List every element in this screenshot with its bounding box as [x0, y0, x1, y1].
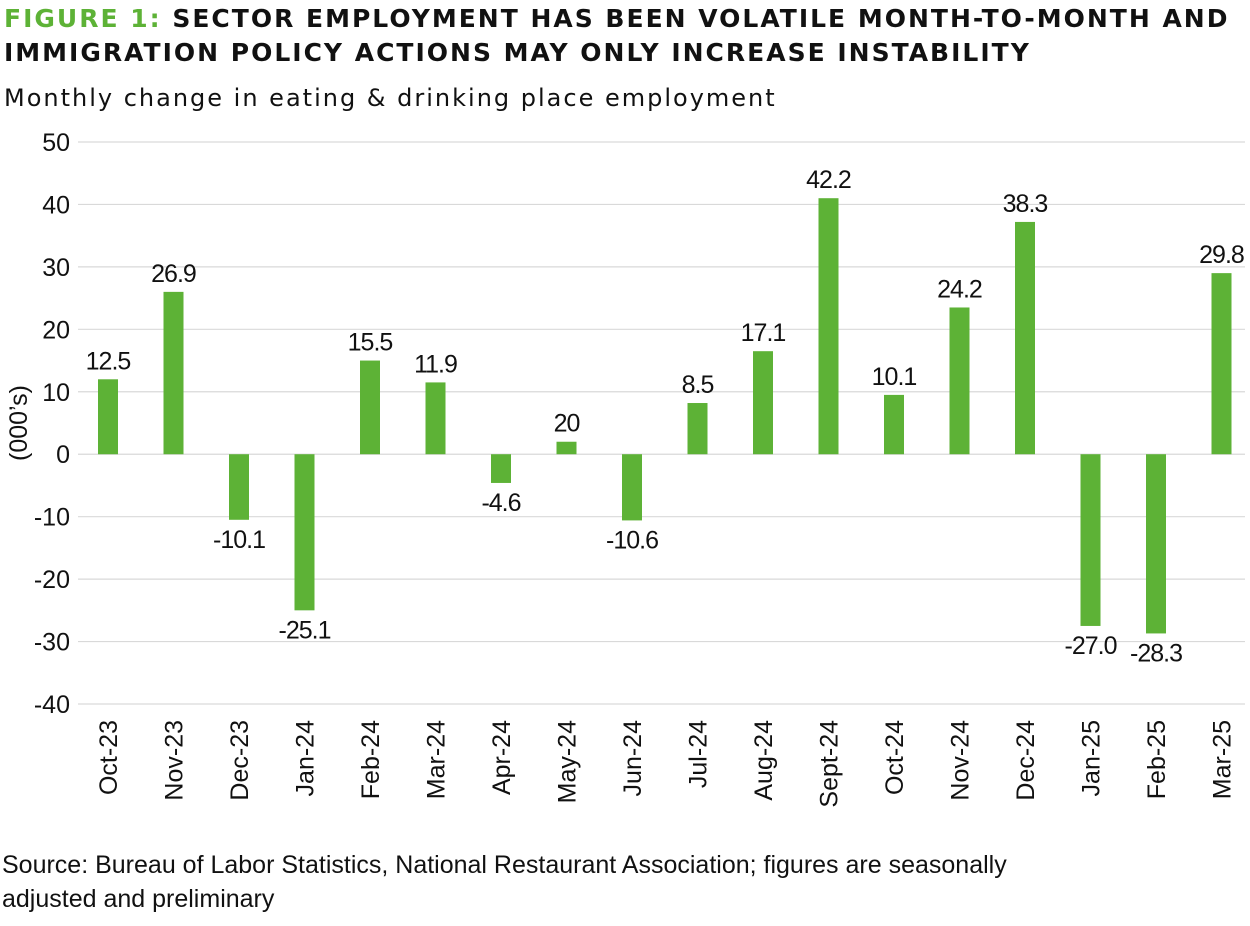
x-tick-label: Dec-23 [226, 720, 254, 801]
y-tick-label: -20 [34, 566, 70, 594]
x-tick-label: Oct-23 [95, 720, 123, 795]
source-note: Source: Bureau of Labor Statistics, Nati… [2, 851, 1007, 913]
x-tick-label: Jan-25 [1078, 720, 1106, 796]
data-label: -27.0 [1065, 632, 1117, 660]
y-tick-label: 40 [42, 191, 70, 219]
x-tick-label: Jun-24 [619, 720, 647, 797]
bar [622, 454, 642, 521]
bar [1015, 221, 1035, 455]
data-label: -10.6 [606, 526, 658, 554]
bar [1146, 454, 1166, 634]
bar [163, 291, 184, 455]
x-tick-label: Oct-24 [881, 720, 909, 795]
data-label: 12.5 [86, 347, 131, 375]
figure-title-text: SECTOR EMPLOYMENT HAS BEEN VOLATILE MONT… [4, 4, 1230, 67]
bar [818, 198, 839, 455]
bar [556, 441, 577, 455]
data-label: -25.1 [279, 616, 331, 644]
y-tick-label: -10 [34, 504, 70, 532]
x-tick-label: Dec-24 [1012, 720, 1040, 801]
y-axis-label: (000’s) [5, 385, 33, 461]
bar [294, 454, 315, 611]
data-label: 24.2 [937, 275, 982, 303]
data-label: -10.1 [213, 526, 265, 554]
data-label: 38.3 [1003, 190, 1048, 218]
y-tick-label: 50 [42, 129, 70, 157]
y-tick-label: -40 [34, 691, 70, 719]
data-label: 17.1 [741, 319, 786, 347]
data-label: 11.9 [414, 350, 457, 378]
figure-number: FIGURE 1: [4, 4, 162, 33]
data-label: 26.9 [151, 260, 196, 288]
data-label: 20 [554, 410, 580, 438]
x-tick-label: May-24 [554, 720, 582, 803]
bar-chart: 50 40 30 20 10 0 -10 -20 -30 -40 (000’s) 12.5 Oct-23… [5, 129, 1245, 808]
x-tick-label: Aug-24 [750, 720, 778, 801]
y-tick-label: -30 [34, 629, 70, 657]
x-tick-label: Nov-23 [161, 720, 189, 801]
y-tick-label: 20 [42, 316, 70, 344]
bar [1211, 273, 1232, 455]
x-tick-label: Nov-24 [947, 720, 975, 801]
x-tick-label: Apr-24 [488, 720, 516, 795]
data-label: -28.3 [1130, 639, 1182, 667]
figure-title: FIGURE 1: SECTOR EMPLOYMENT HAS BEEN VOL… [4, 2, 1244, 70]
bar [360, 360, 380, 455]
y-tick-label: 0 [56, 441, 70, 469]
x-tick-label: Mar-24 [423, 720, 451, 799]
x-tick-label: Jan-24 [292, 720, 320, 797]
data-label: 8.5 [682, 371, 714, 399]
y-tick-label: 30 [42, 254, 70, 282]
chart-subtitle: Monthly change in eating & drinking plac… [4, 84, 777, 112]
data-label: 42.2 [806, 166, 851, 194]
y-tick-label: 10 [42, 379, 70, 407]
data-label: 15.5 [348, 329, 393, 357]
bar [229, 454, 249, 520]
data-label: -4.6 [481, 489, 520, 517]
bar [425, 382, 446, 455]
bar [884, 394, 904, 455]
bar [753, 351, 773, 455]
x-tick-label: Sept-24 [816, 720, 844, 808]
bar [98, 379, 118, 455]
bar [1080, 454, 1101, 626]
x-tick-label: Mar-25 [1209, 720, 1237, 799]
bar [687, 403, 708, 455]
bar [491, 454, 511, 483]
data-label: 29.8 [1199, 241, 1244, 269]
data-label: 10.1 [872, 363, 917, 391]
x-tick-label: Feb-24 [357, 720, 385, 799]
bar [949, 307, 970, 455]
x-tick-label: Feb-25 [1143, 720, 1171, 799]
x-tick-label: Jul-24 [685, 720, 713, 788]
